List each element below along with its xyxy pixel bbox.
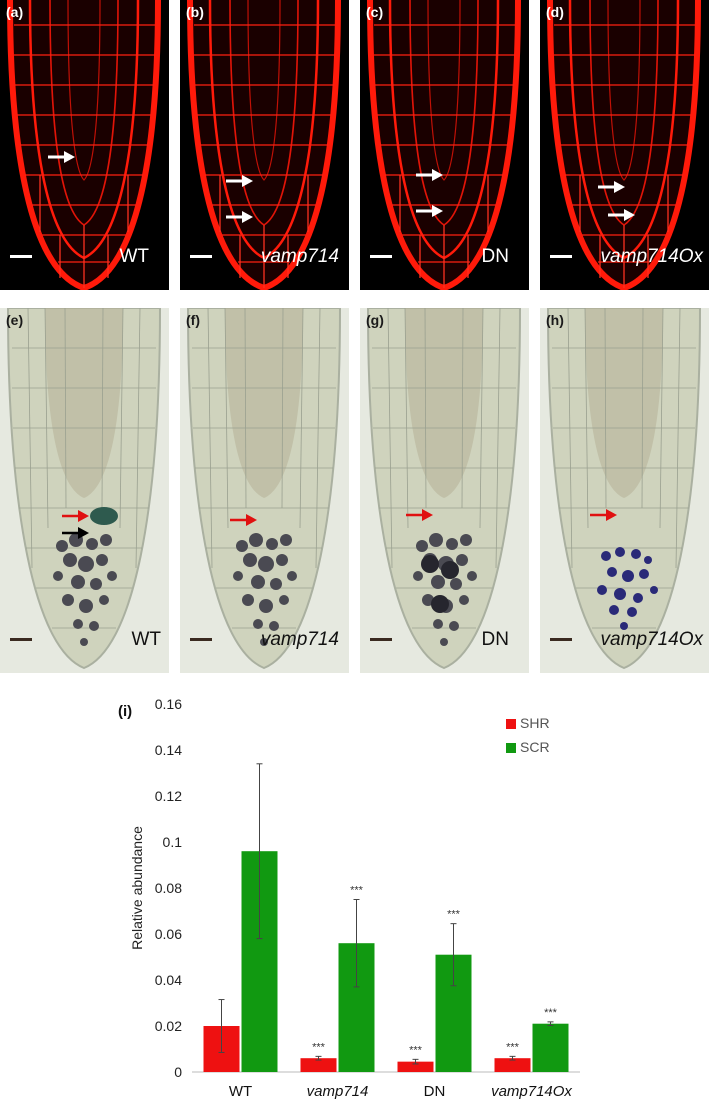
significance-label: *** [409,1044,423,1056]
panel-label-d: (d) [546,4,564,20]
bar-scr [532,1023,569,1072]
arrow-icon [598,181,625,193]
arrow-icon [608,209,635,221]
x-tick-label: vamp714 [307,1083,369,1100]
brightfield-image-f [180,308,349,673]
genotype-label-a: WT [119,246,149,267]
panel-b: (b) vamp714 [180,0,349,290]
legend-label-scr: SCR [520,739,550,755]
scale-bar-f [190,638,212,641]
bar-chart-panel: (i) 0 0.02 0.04 0.06 0.08 0.1 0.12 0.14 0.16 Relat… [110,690,690,1104]
genotype-label-c: DN [481,246,509,267]
panel-c: (c) DN [360,0,529,290]
y-tick-label: 0.08 [155,880,182,896]
panel-h: (h) vamp714Ox [540,308,709,673]
bar-shr [300,1058,337,1072]
panel-d: (d) vamp714Ox [540,0,709,290]
scale-bar-g [370,638,392,641]
genotype-label-d: vamp714Ox [600,246,703,267]
arrow-icon [226,175,253,187]
panel-label-h: (h) [546,312,564,328]
genotype-label-e: WT [131,629,161,650]
brightfield-image-e [0,308,169,673]
significance-label: *** [544,1007,558,1019]
panel-label-g: (g) [366,312,384,328]
scale-bar-b [190,255,212,258]
arrow-icon [62,527,89,539]
significance-label: *** [350,885,364,897]
genotype-label-g: DN [481,629,509,650]
panel-label-f: (f) [186,312,200,328]
y-tick-label: 0.12 [155,788,182,804]
scale-bar-h [550,638,572,641]
x-tick-label: WT [229,1083,252,1100]
arrow-icon [416,169,443,181]
y-axis-label: Relative abundance [129,826,145,950]
panel-e: (e) WT [0,308,169,673]
bar-shr [494,1058,531,1072]
arrow-icon [48,151,75,163]
panel-label-a: (a) [6,4,24,20]
y-tick-label: 0.04 [155,972,182,988]
bar-shr [397,1061,434,1072]
y-tick-label: 0.16 [155,696,182,712]
scale-bar-d [550,255,572,258]
arrow-icon [62,510,89,522]
brightfield-image-h [540,308,709,673]
scale-bar-a [10,255,32,258]
bar-chart: (i) 0 0.02 0.04 0.06 0.08 0.1 0.12 0.14 0.16 Relat… [118,696,580,1100]
legend-swatch-shr [506,719,516,729]
arrow-icon [230,514,257,526]
legend-label-shr: SHR [520,715,550,731]
arrow-icon [416,205,443,217]
genotype-label-b: vamp714 [260,246,339,267]
y-tick-label: 0.02 [155,1018,182,1034]
panel-g: (g) DN [360,308,529,673]
scale-bar-c [370,255,392,258]
y-tick-label: 0.06 [155,926,182,942]
scale-bar-e [10,638,32,641]
y-tick-label: 0.14 [155,742,182,758]
panel-f: (f) vamp714 [180,308,349,673]
panel-label-b: (b) [186,4,204,20]
panel-label-c: (c) [366,4,384,20]
y-tick-label: 0.1 [163,834,183,850]
legend-swatch-scr [506,743,516,753]
arrow-icon [590,509,617,521]
panel-a: (a) WT [0,0,169,290]
brightfield-image-g [360,308,529,673]
panel-label-e: (e) [6,312,24,328]
y-tick-label: 0 [174,1064,182,1080]
x-tick-label: vamp714Ox [491,1083,572,1100]
genotype-label-f: vamp714 [260,629,339,650]
panel-label-i: (i) [118,703,132,720]
arrow-icon [226,211,253,223]
significance-label: *** [506,1041,520,1053]
significance-label: *** [447,909,461,921]
genotype-label-h: vamp714Ox [600,629,703,650]
significance-label: *** [312,1041,326,1053]
arrow-icon [406,509,433,521]
x-tick-label: DN [424,1083,446,1100]
